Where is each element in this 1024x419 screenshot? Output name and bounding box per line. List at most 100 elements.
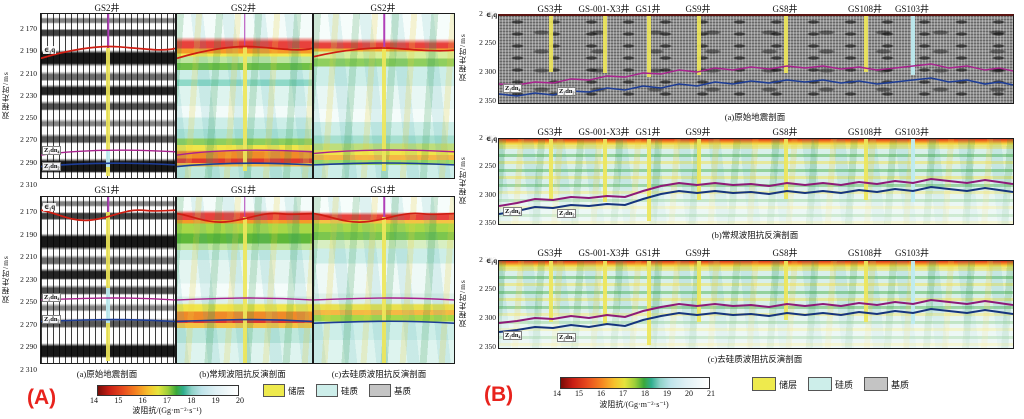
well-label: GS3井	[537, 248, 563, 258]
colorbar-tick: 17	[619, 389, 627, 398]
well-label: GS108井	[847, 248, 883, 258]
colorbar-tick: 14	[553, 389, 561, 398]
well-track-upper	[243, 197, 246, 217]
colorbar-tick: 19	[211, 396, 220, 405]
well-title: GS1井	[94, 185, 120, 195]
horizon-label-dn4: Z₂dn₄	[42, 293, 62, 302]
well-track	[603, 139, 607, 202]
colorbar-tick: 18	[641, 389, 649, 398]
well-track	[864, 16, 868, 72]
horizon-label-eq: ∈₁q	[43, 46, 57, 54]
seismic-wiggle-gs1: ∈₁q Z₂dn₄ Z₂dn₂	[40, 196, 176, 364]
horizon-label-eq: ∈₁q	[485, 11, 499, 19]
y-tick: 2 170	[20, 24, 37, 33]
well-label: GS9井	[685, 248, 711, 258]
panel-a: 双程走时/ms 2 170 2 190 2 210 2 230 2 250 2 …	[0, 0, 456, 419]
well-track	[242, 46, 247, 172]
legend-label: 硅质	[341, 385, 359, 396]
y-axis-ticks: 2 200 2 250 2 300 2 350	[466, 10, 496, 105]
well-title: GS2井	[94, 3, 120, 13]
well-track	[106, 48, 110, 151]
well-label: GS-001-X3井	[578, 4, 630, 14]
horizon-label-dn4: Z₂dn₄	[503, 207, 523, 216]
well-label: GS8井	[772, 4, 798, 14]
horizon-lines	[499, 261, 1013, 348]
colorbar-tick: 18	[187, 396, 196, 405]
y-tick: 2 250	[479, 38, 496, 47]
colorbar-ticks: 14 15 16 17 18 19 20 21	[553, 389, 715, 398]
seismic-wiggle-gs2: ∈₁q Z₂dn₄ Z₂dn₂	[40, 13, 176, 179]
well-track-siliceous	[106, 288, 110, 324]
horizon-label-dn2: Z₂dn₂	[42, 162, 62, 171]
well-track	[864, 261, 868, 322]
y-tick: 2 270	[20, 135, 37, 145]
well-track	[864, 139, 868, 201]
legend-item-reservoir: 储层	[263, 384, 305, 397]
well-track	[549, 261, 553, 322]
well-track	[697, 261, 701, 322]
y-axis-ticks: 2 170 2 190 2 210 2 230 2 250 2 270 2 29…	[7, 196, 37, 380]
well-title: GS1井	[370, 185, 396, 195]
y-tick: 2 350	[479, 96, 496, 105]
well-track	[647, 16, 651, 77]
well-track-upper	[107, 14, 109, 49]
legend-item-siliceous: 硅质	[808, 377, 853, 391]
legend-label: 基质	[891, 379, 910, 390]
caption-b: (b)常规波阻抗反演剖面	[199, 369, 286, 379]
colorbar-tick: 19	[663, 389, 671, 398]
y-tick: 2 300	[479, 189, 496, 199]
horizon-label-eq: ∈₁q	[43, 203, 57, 211]
legend-item-matrix: 基质	[864, 377, 909, 391]
y-tick: 2 250	[479, 161, 496, 171]
y-tick: 2 270	[20, 319, 37, 329]
well-track	[106, 211, 110, 289]
well-track	[106, 323, 110, 362]
well-title: GS2井	[370, 3, 396, 13]
horizon-lines	[41, 197, 175, 363]
seismic-section-original: Z₂dn₄ Z₂dn₂	[498, 14, 1014, 104]
colorbar-tick: 17	[162, 396, 171, 405]
well-label: GS1井	[635, 4, 661, 14]
horizon-lines	[177, 14, 312, 178]
colorbar	[560, 377, 710, 389]
y-axis-ticks: 2 200 2 250 2 300 2 350	[466, 256, 496, 351]
colorbar-tick: 16	[597, 389, 605, 398]
horizon-label-dn2: Z₂dn₂	[557, 87, 577, 96]
well-label: GS1井	[635, 127, 661, 137]
horizon-lines	[314, 14, 454, 178]
well-track	[382, 46, 386, 172]
well-label: GS-001-X3井	[578, 248, 630, 258]
well-track	[784, 16, 788, 74]
horizon-label-dn2: Z₂dn₂	[557, 333, 577, 342]
well-title: GS1井	[230, 185, 256, 195]
well-label: GS108井	[847, 4, 883, 14]
impedance-section-gs2-desiliceous	[313, 13, 455, 179]
colorbar-tick: 15	[575, 389, 583, 398]
well-track	[603, 16, 607, 74]
well-label: GS8井	[772, 248, 798, 258]
y-axis-ticks: 2 200 2 250 2 300 2 350	[466, 134, 496, 227]
matrix-swatch	[864, 377, 889, 391]
well-track-upper	[383, 14, 385, 47]
y-tick: 2 310	[20, 179, 37, 189]
well-track	[106, 166, 110, 177]
well-track	[697, 139, 701, 201]
legend-item-siliceous: 硅质	[316, 384, 358, 397]
well-title: GS2井	[230, 3, 256, 13]
y-tick: 2 350	[479, 342, 496, 351]
fade-overlay	[499, 261, 1013, 348]
well-track	[242, 216, 247, 363]
y-tick: 2 250	[479, 284, 496, 293]
seismic-section-desiliceous-inversion: Z₂dn₄ Z₂dn₂	[498, 260, 1014, 349]
legend: 储层 硅质 基质	[752, 377, 920, 391]
gray-seismic-texture	[499, 16, 1013, 103]
legend: 储层 硅质 基质	[263, 384, 422, 397]
impedance-section-gs1-desiliceous	[313, 196, 455, 364]
horizon-label-dn4: Z₂dn₄	[42, 146, 62, 155]
well-label: GS9井	[685, 4, 711, 14]
caption-a: (a)原始地震剖面	[724, 112, 786, 122]
horizon-label-dn2: Z₂dn₂	[42, 315, 62, 324]
well-track	[784, 139, 788, 199]
well-label: GS8井	[772, 127, 798, 137]
caption-b: (b)常规波阻抗反演剖面	[711, 230, 799, 240]
